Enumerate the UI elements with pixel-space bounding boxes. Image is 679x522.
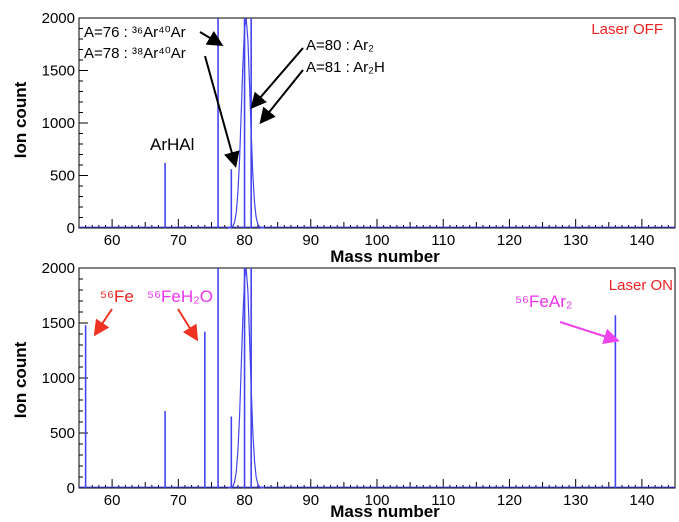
spectrum-series-top [79, 18, 675, 229]
x-tick-label: 70 [170, 232, 187, 249]
peak-ar2-envelope [227, 268, 265, 489]
x-tick-label: 60 [104, 232, 121, 249]
peak-ar2-envelope [227, 18, 265, 229]
annotation-a81: A=81 : Ar₂H [306, 59, 385, 76]
y-axis-title-top: Ion count [11, 81, 30, 158]
x-axis-title-top: Mass number [330, 247, 440, 266]
x-tick-label: 60 [104, 492, 121, 509]
panel-laser-off: 60 70 80 90 100 110 120 130 1400500100015002000 … [11, 10, 676, 266]
annotation-a80: A=80 : Ar₂ [306, 37, 374, 54]
annotation-a78: A=78 : ³⁸Ar⁴⁰Ar [84, 45, 186, 62]
x-tick-label: 70 [170, 492, 187, 509]
x-tick-label: 120 [497, 232, 522, 249]
x-tick-label: 80 [236, 232, 253, 249]
arrow-a76 [199, 30, 224, 47]
arrow-feh2o [177, 308, 199, 342]
x-axis-title-bottom: Mass number [330, 502, 440, 521]
x-tick-label: 110 [431, 232, 455, 249]
arrow-fe [93, 308, 113, 337]
arrow-fear2 [559, 321, 620, 344]
y-tick-label: 2000 [42, 10, 75, 27]
panel-laser-on: 60 70 80 90 100 110 120 130 1400500100015002000 … [11, 260, 676, 521]
x-tick-label: 90 [302, 232, 319, 249]
x-tick-label: 120 [497, 492, 522, 509]
spectrum-series-bottom [79, 268, 675, 489]
annotation-arhal: ArHAl [150, 135, 194, 154]
x-tick-label: 90 [302, 492, 319, 509]
annotation-feh2o: ⁵⁶FeH₂O [147, 287, 213, 306]
y-tick-label: 0 [67, 480, 75, 497]
annotation-fe: ⁵⁶Fe [100, 287, 134, 306]
status-laser-on: Laser ON [609, 277, 673, 294]
y-tick-label: 2000 [42, 260, 75, 277]
y-tick-label: 1000 [42, 370, 75, 387]
status-laser-off: Laser OFF [591, 21, 663, 38]
x-tick-label: 130 [563, 492, 588, 509]
y-tick-label: 500 [50, 168, 75, 185]
annotation-fear2: ⁵⁶FeAr₂ [515, 292, 572, 311]
x-tick-label: 80 [236, 492, 253, 509]
arrow-a80 [250, 47, 304, 110]
annotation-a76: A=76 : ³⁶Ar⁴⁰Ar [84, 24, 186, 41]
y-axis-title-bottom: Ion count [11, 341, 30, 418]
arrow-a81 [259, 69, 304, 125]
y-tick-label: 1500 [42, 315, 75, 332]
y-tick-label: 1000 [42, 115, 75, 132]
x-tick-label: 100 [364, 492, 389, 509]
x-tick-label: 130 [563, 232, 588, 249]
y-tick-label: 500 [50, 425, 75, 442]
tick-labels-top: 60 70 80 90 100 110 120 130 140 0 500 1000 1500 2000 [42, 10, 655, 249]
x-tick-label: 140 [629, 492, 654, 509]
tick-labels-bottom: 60 70 80 90 100 110 120 130 140 0 500 1000 1500 2000 [42, 260, 655, 509]
y-tick-label: 1500 [42, 63, 75, 80]
x-tick-label: 110 [431, 492, 455, 509]
y-tick-label: 0 [67, 220, 75, 237]
x-tick-label: 100 [364, 232, 389, 249]
x-tick-label: 140 [629, 232, 654, 249]
arrow-a78 [204, 55, 240, 168]
